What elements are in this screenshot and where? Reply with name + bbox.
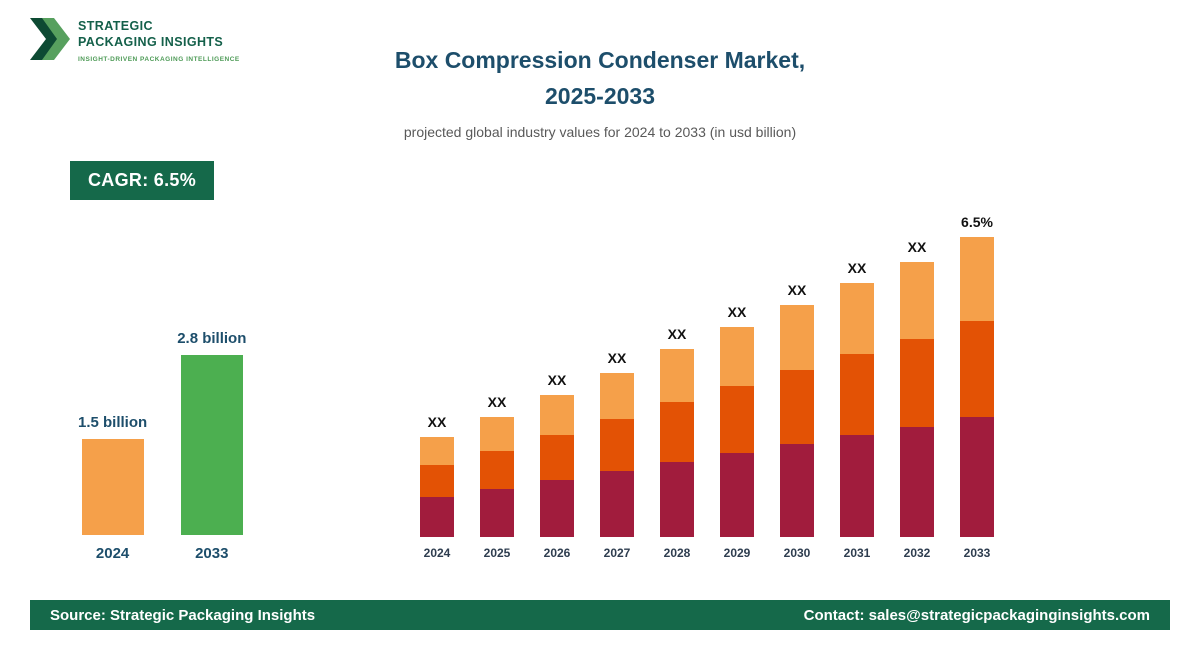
logo: STRATEGIC PACKAGING INSIGHTS INSIGHT-DRI… (30, 16, 240, 67)
stacked-bar-value-label: XX (787, 282, 807, 298)
stacked-bar-group: 6.5% 2033 (960, 214, 994, 560)
stacked-bar-segment-bottom-segment (900, 427, 934, 537)
stacked-bar-segment-middle-segment (840, 354, 874, 435)
stacked-bar-segment-bottom-segment (600, 471, 634, 537)
stacked-bar-segment-top-segment (960, 237, 994, 321)
stacked-bar-value-label: 6.5% (961, 214, 993, 230)
stacked-bar-value-label: XX (607, 350, 627, 366)
stacked-bar-segment-middle-segment (480, 451, 514, 489)
stacked-bar-segment-middle-segment (960, 321, 994, 417)
stacked-bar-segment-bottom-segment (840, 435, 874, 537)
stacked-bar-group: XX 2027 (600, 350, 634, 560)
stacked-bar (720, 327, 754, 537)
stacked-bar-segment-bottom-segment (420, 497, 454, 537)
logo-line-1: STRATEGIC (78, 19, 153, 33)
stacked-bar-segment-bottom-segment (480, 489, 514, 537)
stacked-bar-year-label: 2033 (963, 546, 991, 560)
logo-text: STRATEGIC PACKAGING INSIGHTS INSIGHT-DRI… (78, 16, 240, 63)
stacked-bar-value-label: XX (727, 304, 747, 320)
stacked-bar-group: XX 2026 (540, 372, 574, 560)
stacked-bar-value-label: XX (487, 394, 507, 410)
stacked-bar (840, 283, 874, 537)
stacked-bar (600, 373, 634, 537)
comparison-bar (180, 355, 243, 535)
stacked-bar (420, 437, 454, 537)
stacked-bar-segment-top-segment (540, 395, 574, 435)
footer-contact: Contact: sales@strategicpackaginginsight… (803, 606, 1150, 624)
stacked-bar-year-label: 2026 (543, 546, 571, 560)
stacked-bar-year-label: 2031 (843, 546, 871, 560)
stacked-bar (960, 237, 994, 537)
page-subtitle: projected global industry values for 202… (403, 124, 797, 140)
stacked-bar-year-label: 2027 (603, 546, 631, 560)
stacked-bar-segment-bottom-segment (660, 462, 694, 537)
cagr-badge: CAGR: 6.5% (70, 161, 215, 200)
stacked-bar-value-label: XX (907, 239, 927, 255)
stacked-bar-value-label: XX (547, 372, 567, 388)
page-title-line-2: 2025-2033 (545, 83, 655, 109)
stacked-bar-segment-bottom-segment (540, 480, 574, 537)
stacked-bar-segment-top-segment (840, 283, 874, 354)
stacked-bar-segment-top-segment (420, 437, 454, 465)
stacked-bar-group: XX 2029 (720, 304, 754, 560)
comparison-year-label: 2033 (195, 545, 229, 562)
stacked-bar (780, 305, 814, 537)
logo-chevrons-icon (30, 16, 70, 67)
stacked-bar-group: XX 2030 (780, 282, 814, 560)
stacked-bar-segment-bottom-segment (780, 444, 814, 537)
stacked-bar-year-label: 2024 (423, 546, 451, 560)
stacked-bar-group: XX 2025 (480, 394, 514, 560)
stacked-bar-value-label: XX (847, 260, 867, 276)
comparison-value-label: 2.8 billion (177, 330, 247, 347)
stacked-bar-group: XX 2031 (840, 260, 874, 560)
comparison-value-label: 1.5 billion (78, 414, 148, 431)
stacked-bar-segment-middle-segment (900, 339, 934, 427)
stacked-bar-year-label: 2032 (903, 546, 931, 560)
stacked-bar-group: XX 2028 (660, 326, 694, 560)
comparison-bar-group: 1.5 billion 2024 (78, 414, 147, 562)
footer-source: Source: Strategic Packaging Insights (50, 606, 316, 624)
stacked-bar (480, 417, 514, 537)
stacked-bar-segment-top-segment (720, 327, 754, 386)
comparison-bar (81, 439, 144, 535)
stacked-bar-year-label: 2028 (663, 546, 691, 560)
stacked-bar-year-label: 2029 (723, 546, 751, 560)
stacked-bar-group: XX 2032 (900, 239, 934, 560)
stacked-bar-segment-bottom-segment (720, 453, 754, 537)
stacked-bar (660, 349, 694, 537)
stacked-bar-segment-top-segment (660, 349, 694, 402)
footer-bar: Source: Strategic Packaging Insights Con… (30, 600, 1170, 630)
stacked-bar-segment-middle-segment (660, 402, 694, 462)
logo-tagline: INSIGHT-DRIVEN PACKAGING INTELLIGENCE (78, 55, 240, 63)
comparison-bar-group: 2.8 billion 2033 (177, 330, 246, 562)
comparison-chart: 1.5 billion 2024 2.8 billion 2033 (78, 330, 246, 562)
stacked-bar-segment-middle-segment (780, 370, 814, 444)
stacked-bar-group: XX 2024 (420, 414, 454, 560)
stacked-bar-chart: XX 2024 XX 2025 XX 2026 XX 2027 XX 2028 XX 2029 XX 20… (420, 214, 994, 560)
stacked-bar-segment-top-segment (600, 373, 634, 419)
stacked-bar-year-label: 2025 (483, 546, 511, 560)
stacked-bar-segment-middle-segment (540, 435, 574, 480)
stacked-bar-segment-middle-segment (420, 465, 454, 497)
logo-line-2: PACKAGING INSIGHTS (78, 35, 224, 50)
stacked-bar-segment-top-segment (900, 262, 934, 339)
stacked-bar-value-label: XX (427, 414, 447, 430)
stacked-bar (540, 395, 574, 537)
stacked-bar-segment-bottom-segment (960, 417, 994, 537)
stacked-bar-segment-middle-segment (720, 386, 754, 453)
stacked-bar-segment-top-segment (480, 417, 514, 451)
comparison-year-label: 2024 (95, 545, 130, 562)
stacked-bar-year-label: 2030 (783, 546, 811, 560)
stacked-bar (900, 262, 934, 537)
stacked-bar-segment-top-segment (780, 305, 814, 370)
stacked-bar-segment-middle-segment (600, 419, 634, 471)
stacked-bar-value-label: XX (667, 326, 687, 342)
